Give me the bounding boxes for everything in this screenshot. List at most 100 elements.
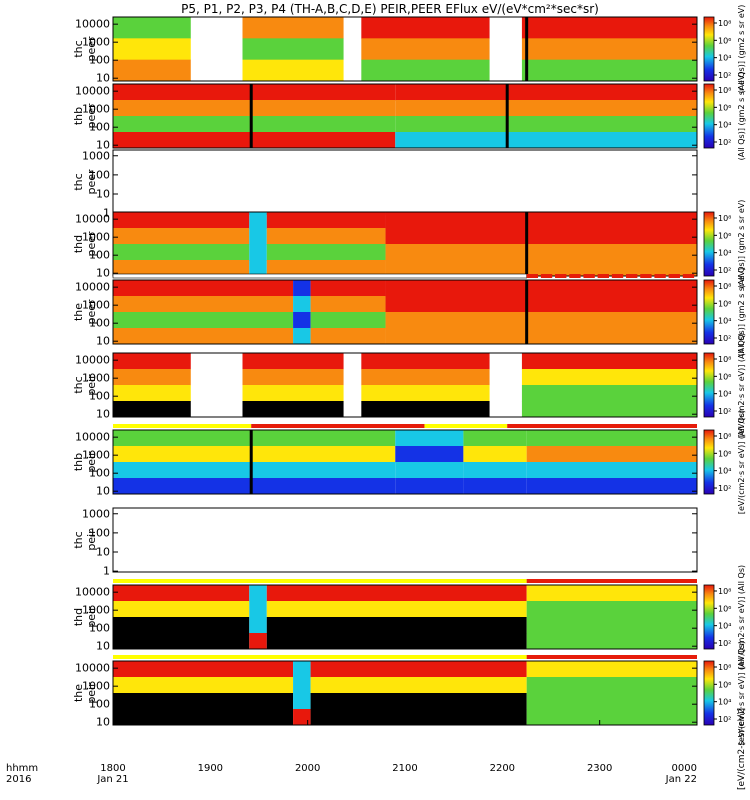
spectrogram-cell bbox=[113, 353, 191, 370]
spectrogram-cell bbox=[249, 260, 267, 277]
mode-flag-segment bbox=[251, 424, 425, 428]
panel-probe-label: thd bbox=[72, 235, 85, 253]
spectrogram-cell bbox=[266, 212, 386, 229]
spectrogram-cell bbox=[395, 116, 551, 133]
panel-1: 10000 1000 100 10 thc peer 10⁸ 10⁶ 10⁴ 10² (All Qs… bbox=[72, 5, 746, 94]
spectrogram-cell bbox=[113, 312, 294, 329]
colorbar-tick-label: 10⁸ bbox=[718, 587, 731, 596]
spectrogram-cell bbox=[361, 353, 490, 370]
spectrogram-cell bbox=[526, 430, 697, 447]
panel-7: 10000 1000 100 10 thb peir 10⁸ 10⁶ 10⁴ 10² [eV/(cm… bbox=[72, 410, 746, 514]
y-tick-label: 100 bbox=[89, 526, 110, 539]
colorbar-tick-label: 10⁸ bbox=[718, 19, 731, 28]
panel-species-label: peir bbox=[85, 529, 98, 551]
colorbar-tick-label: 10² bbox=[718, 138, 731, 147]
mode-flag-segment bbox=[113, 424, 252, 428]
mode-flag-segment bbox=[526, 579, 697, 583]
spectrogram-cell bbox=[113, 446, 396, 463]
colorbar-tick-label: 10² bbox=[718, 266, 731, 275]
y-tick-label: 10000 bbox=[75, 281, 110, 294]
mode-flag-segment bbox=[113, 655, 527, 659]
spectrogram-cell bbox=[242, 353, 344, 370]
spike-line bbox=[505, 84, 509, 148]
spectrogram-cell bbox=[293, 693, 311, 710]
panel-frame bbox=[112, 507, 698, 573]
mode-flag-segment bbox=[526, 655, 697, 659]
colorbar-tick-label: 10⁴ bbox=[718, 622, 731, 631]
spike-line bbox=[249, 430, 253, 494]
spectrogram-cell bbox=[113, 84, 396, 101]
spectrogram-cell bbox=[113, 430, 396, 447]
spectrogram-cell bbox=[385, 228, 697, 245]
spike-line bbox=[525, 212, 529, 276]
spike-line bbox=[525, 17, 529, 81]
spectrogram-cell bbox=[113, 38, 191, 61]
spectrogram-cell bbox=[293, 328, 311, 345]
panel-frame bbox=[112, 16, 698, 82]
spectrogram-cell bbox=[526, 693, 697, 710]
y-tick-label: 1 bbox=[103, 207, 110, 220]
spectrogram-cell bbox=[521, 401, 697, 418]
spectrogram-cell bbox=[113, 17, 191, 39]
data-gap bbox=[190, 17, 243, 81]
colorbar-title: (All Qs)] (gm2 s sr eV) bbox=[737, 5, 746, 94]
mode-flag-segment bbox=[626, 274, 638, 278]
colorbar-tick-label: 10² bbox=[718, 334, 731, 343]
y-tick-label: 10 bbox=[96, 267, 110, 280]
spectrogram-cell bbox=[526, 633, 697, 650]
spectrogram-cell bbox=[113, 462, 396, 479]
mode-flag-segment bbox=[654, 274, 666, 278]
spectrogram-cell bbox=[113, 244, 250, 261]
colorbar-tick-label: 10⁶ bbox=[718, 299, 731, 308]
colorbar-title: [eV/(cm2·s sr eV)] (All Qs) bbox=[737, 410, 746, 514]
y-tick-label: 100 bbox=[89, 467, 110, 480]
y-tick-label: 10 bbox=[96, 485, 110, 498]
mode-flag-segment bbox=[526, 274, 539, 278]
panel-species-label: peer bbox=[85, 299, 98, 325]
y-tick-label: 100 bbox=[89, 622, 110, 635]
colorbar-tick-label: 10⁸ bbox=[718, 355, 731, 364]
spectrogram-cell bbox=[361, 369, 490, 386]
colorbar-tick-label: 10⁶ bbox=[718, 680, 731, 689]
panel-species-label: peer bbox=[85, 36, 98, 62]
spectrogram-cell bbox=[293, 709, 311, 726]
spectrogram-cell bbox=[361, 38, 490, 61]
colorbar-tick-label: 10⁶ bbox=[718, 372, 731, 381]
panel-6: 10000 1000 100 10 thc peir 10⁸ 10⁶ 10⁴ 10² [eV/(cm… bbox=[72, 333, 746, 437]
y-tick-label: 10 bbox=[96, 408, 110, 421]
spectrogram-cell bbox=[113, 59, 191, 82]
spectrogram-cell bbox=[249, 601, 267, 618]
panel-probe-label: thc bbox=[72, 40, 85, 57]
spectrogram-cell bbox=[242, 401, 344, 418]
y-tick-label: 10 bbox=[96, 72, 110, 85]
spectrogram-cell bbox=[293, 312, 311, 329]
bottom-colorbar-label: [eV/(cm2-s-sr-eV)] bbox=[737, 708, 747, 790]
y-tick-label: 10 bbox=[96, 139, 110, 152]
colorbar-tick-label: 10⁴ bbox=[718, 317, 731, 326]
spike-line bbox=[249, 84, 253, 148]
time-axis: hhmm 2016 1800 1900 2000 2100 2200 2300 0000Ja… bbox=[6, 720, 698, 785]
spectrogram-cell bbox=[463, 430, 527, 447]
spectrogram-cell bbox=[385, 244, 697, 261]
spectrogram-cell bbox=[551, 132, 697, 149]
spectrogram-cell bbox=[463, 446, 527, 463]
spectrogram-cell bbox=[361, 401, 490, 418]
spectrogram-cell bbox=[242, 385, 344, 402]
y-tick-label: 10 bbox=[96, 640, 110, 653]
spectrogram-cell bbox=[113, 677, 294, 694]
time-tick-label: 0000 bbox=[672, 763, 697, 774]
spectrogram-cell bbox=[310, 693, 527, 710]
y-tick-label: 1000 bbox=[82, 231, 110, 244]
spectrogram-cell bbox=[385, 260, 697, 277]
y-tick-label: 1000 bbox=[82, 36, 110, 49]
spectrogram-cell bbox=[242, 17, 344, 39]
colorbar-tick-label: 10⁶ bbox=[718, 103, 731, 112]
spectrogram-cell bbox=[385, 212, 697, 229]
y-tick-label: 1000 bbox=[82, 507, 110, 520]
spectrogram-cell bbox=[526, 462, 697, 479]
mode-flag-bars bbox=[112, 273, 697, 659]
figure-title: P5, P1, P2, P3, P4 (TH-A,B,C,D,E) PEIR,P… bbox=[181, 2, 599, 16]
mode-flag-segment bbox=[113, 579, 527, 583]
spectrogram-cell bbox=[395, 84, 551, 101]
date-label-start: Jan 21 bbox=[96, 774, 128, 785]
